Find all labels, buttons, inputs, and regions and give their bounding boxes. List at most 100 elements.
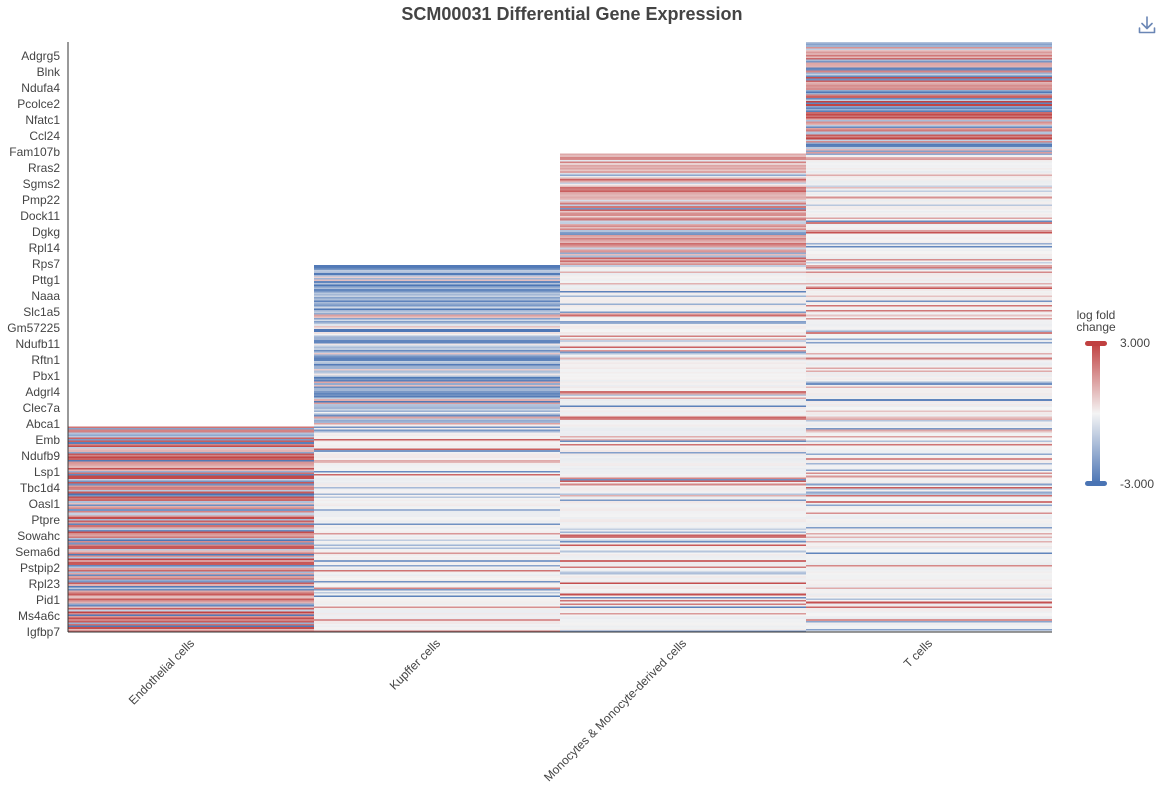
heatmap-cell	[314, 568, 560, 571]
heatmap-cell	[68, 521, 314, 524]
legend-min-handle[interactable]	[1085, 481, 1107, 486]
heatmap-cell	[314, 490, 560, 493]
heatmap-cell	[806, 534, 1052, 537]
heatmap-cell	[560, 397, 806, 400]
heatmap-cell	[314, 359, 560, 362]
heatmap-cell	[560, 380, 806, 383]
heatmap-cell	[560, 560, 806, 563]
heatmap-cell	[560, 523, 806, 526]
download-button[interactable]	[1136, 14, 1158, 36]
heatmap-cell	[806, 611, 1052, 614]
heatmap-cell	[314, 550, 560, 553]
heatmap-cell	[806, 258, 1052, 261]
heatmap-cell	[68, 450, 314, 453]
gene-label: Gm57225	[7, 321, 60, 335]
heatmap-cell	[806, 335, 1052, 338]
heatmap-cell	[560, 443, 806, 446]
heatmap-cell	[314, 357, 560, 360]
heatmap-cell	[68, 579, 314, 582]
heatmap-cell	[806, 273, 1052, 276]
heatmap-cell	[314, 362, 560, 365]
gene-label: Tbc1d4	[20, 481, 60, 495]
heatmap-cell	[314, 292, 560, 295]
heatmap-cell	[806, 129, 1052, 132]
heatmap-cell	[560, 609, 806, 612]
heatmap-cell	[314, 273, 560, 276]
heatmap-cell	[560, 394, 806, 397]
heatmap-cell	[314, 494, 560, 497]
heatmap-cell	[68, 630, 314, 633]
heatmap-cell	[560, 321, 806, 324]
heatmap-cell	[314, 526, 560, 529]
heatmap-cell	[806, 510, 1052, 513]
heatmap-cell	[560, 233, 806, 236]
heatmap-cell	[314, 480, 560, 483]
legend-max-handle[interactable]	[1085, 341, 1107, 346]
heatmap-cell	[560, 268, 806, 271]
heatmap-cell	[806, 61, 1052, 64]
heatmap-cell	[806, 167, 1052, 170]
heatmap-cell	[314, 370, 560, 373]
heatmap-cell	[314, 443, 560, 446]
heatmap-cell	[314, 435, 560, 438]
heatmap-cell	[68, 533, 314, 536]
heatmap-cell	[806, 203, 1052, 206]
heatmap-cell	[806, 263, 1052, 266]
heatmap-cell	[314, 456, 560, 459]
heatmap-cell	[560, 271, 806, 274]
heatmap-cell	[560, 585, 806, 588]
heatmap-cell	[806, 132, 1052, 135]
heatmap-cell	[806, 175, 1052, 178]
heatmap-cell	[314, 539, 560, 542]
heatmap-cell	[560, 351, 806, 354]
heatmap-cell	[560, 490, 806, 493]
legend-color-bar	[1092, 343, 1100, 484]
heatmap-cell	[68, 475, 314, 478]
heatmap-cell	[806, 340, 1052, 343]
heatmap-cell	[68, 587, 314, 590]
heatmap-cell	[314, 343, 560, 346]
heatmap-cell	[806, 293, 1052, 296]
heatmap-cell	[806, 541, 1052, 544]
heatmap-cell	[806, 537, 1052, 540]
heatmap-cell	[806, 169, 1052, 172]
heatmap-cell	[806, 120, 1052, 123]
heatmap-cell	[806, 222, 1052, 225]
heatmap-cell	[806, 46, 1052, 49]
heatmap-cell	[806, 65, 1052, 68]
heatmap-cell	[68, 545, 314, 548]
heatmap-cell	[806, 349, 1052, 352]
heatmap-cell	[806, 364, 1052, 367]
heatmap-cell	[560, 242, 806, 245]
heatmap-cell	[560, 592, 806, 595]
heatmap-cell	[806, 174, 1052, 177]
gene-label: Dgkg	[32, 225, 60, 239]
heatmap-cell	[68, 502, 314, 505]
heatmap-cell	[806, 375, 1052, 378]
heatmap-cell	[806, 424, 1052, 427]
heatmap-cell	[314, 533, 560, 536]
heatmap-cell	[806, 587, 1052, 590]
heatmap-cell	[806, 285, 1052, 288]
legend-title: log fold	[1077, 308, 1116, 322]
gene-label: Rpl14	[29, 241, 61, 255]
heatmap-cell	[560, 558, 806, 561]
heatmap-cell	[314, 322, 560, 325]
heatmap-cell	[806, 330, 1052, 333]
heatmap-cell	[560, 462, 806, 465]
heatmap-cell	[560, 410, 806, 413]
heatmap-cell	[560, 437, 806, 440]
heatmap-cell	[314, 364, 560, 367]
heatmap-cell	[806, 306, 1052, 309]
heatmap-cell	[314, 595, 560, 598]
heatmap-cell	[314, 439, 560, 442]
heatmap-cell	[68, 429, 314, 432]
gene-label: Emb	[35, 433, 60, 447]
heatmap-cell	[314, 279, 560, 282]
heatmap-cell	[314, 628, 560, 631]
heatmap-cell	[68, 486, 314, 489]
heatmap-cell	[68, 541, 314, 544]
heatmap-cell	[806, 171, 1052, 174]
heatmap-cell	[314, 368, 560, 371]
heatmap-cell	[68, 616, 314, 619]
